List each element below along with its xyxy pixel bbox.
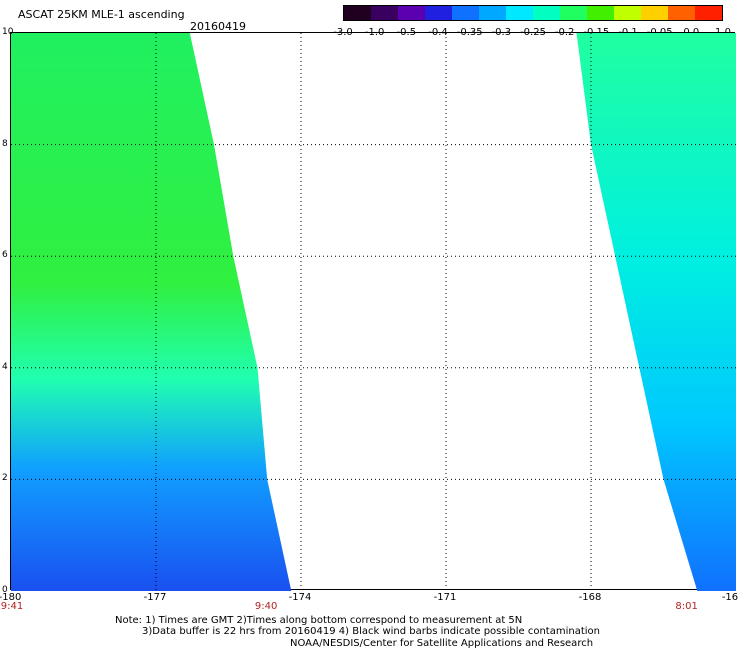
x-tick-label: -16 bbox=[721, 592, 739, 603]
x-tick-label: -180 bbox=[0, 592, 22, 603]
x-tick-label: -168 bbox=[578, 592, 602, 603]
swath-west bbox=[11, 33, 292, 591]
color-scale-segment bbox=[533, 6, 560, 20]
note-line-1: Note: 1) Times are GMT 2)Times along bot… bbox=[115, 615, 523, 626]
color-scale-segment bbox=[371, 6, 398, 20]
y-tick-label: 0 bbox=[2, 585, 8, 595]
time-label: 9:40 bbox=[254, 601, 278, 612]
x-tick-label: -171 bbox=[433, 592, 457, 603]
color-scale-segment bbox=[587, 6, 614, 20]
y-tick-label: 2 bbox=[2, 473, 8, 484]
y-tick-label: 10 bbox=[2, 27, 14, 37]
note-line-3: NOAA/NESDIS/Center for Satellite Applica… bbox=[290, 638, 594, 649]
swath-east bbox=[576, 33, 736, 591]
color-scale-segment bbox=[344, 6, 371, 20]
color-scale-segment bbox=[452, 6, 479, 20]
grid-lines bbox=[11, 33, 736, 591]
note-line-2: 3)Data buffer is 22 hrs from 20160419 4)… bbox=[142, 626, 600, 637]
time-label: 9:41 bbox=[0, 601, 24, 612]
y-tick-label: 4 bbox=[2, 361, 8, 372]
color-scale-segment bbox=[479, 6, 506, 20]
map-plot-area bbox=[10, 32, 736, 591]
swath-layer bbox=[11, 33, 736, 591]
swath-map bbox=[11, 33, 736, 591]
time-label: 8:01 bbox=[675, 601, 698, 612]
color-scale-segment bbox=[695, 6, 722, 20]
color-scale-segment bbox=[560, 6, 587, 20]
color-scale-segment bbox=[425, 6, 452, 20]
map-title: ASCAT 25KM MLE-1 ascending bbox=[18, 8, 185, 21]
y-tick-label: 6 bbox=[2, 250, 8, 261]
y-tick-label: 8 bbox=[2, 138, 8, 149]
color-scale-segment bbox=[641, 6, 668, 20]
color-scale-segment bbox=[506, 6, 533, 20]
x-tick-label: -174 bbox=[288, 592, 312, 603]
color-scale-segment bbox=[614, 6, 641, 20]
color-scale-segment bbox=[398, 6, 425, 20]
x-tick-label: -177 bbox=[143, 592, 167, 603]
color-scale-segment bbox=[668, 6, 695, 20]
map-date: 20160419 bbox=[190, 20, 246, 33]
color-scale-bar bbox=[343, 5, 723, 21]
